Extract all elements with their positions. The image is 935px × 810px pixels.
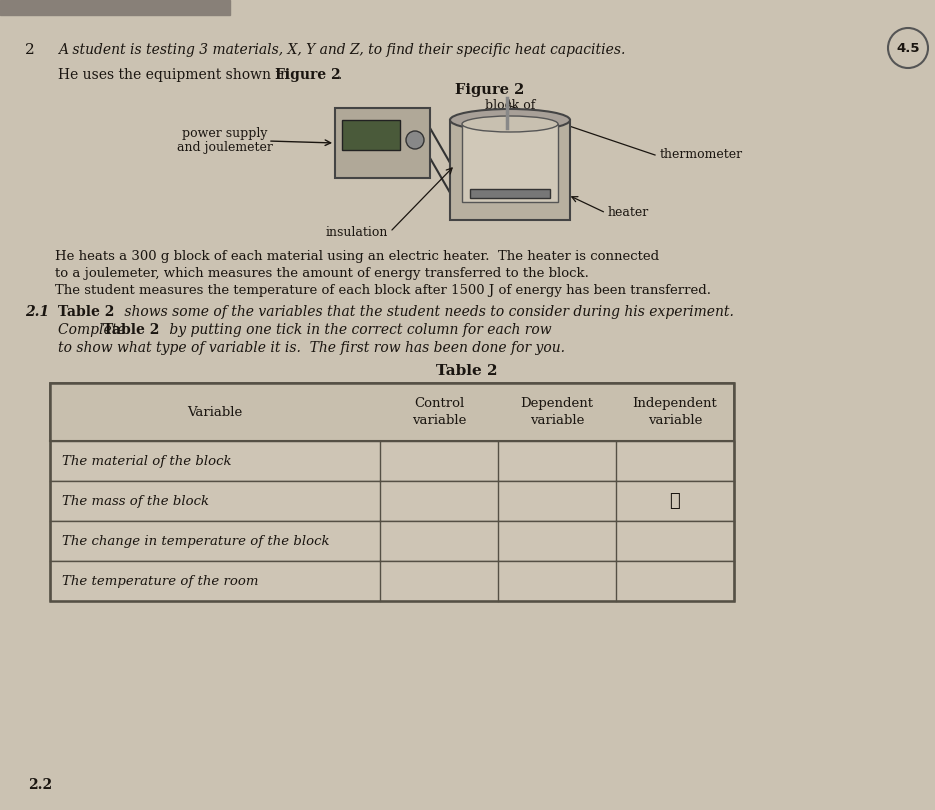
Text: .: . bbox=[338, 68, 342, 82]
Text: He uses the equipment shown in: He uses the equipment shown in bbox=[58, 68, 294, 82]
Bar bbox=[50, 521, 734, 561]
Text: shows some of the variables that the student needs to consider during his experi: shows some of the variables that the stu… bbox=[120, 305, 734, 319]
Text: block of: block of bbox=[485, 99, 535, 112]
Text: He heats a 300 g block of each material using an electric heater.  The heater is: He heats a 300 g block of each material … bbox=[55, 250, 659, 263]
Text: The material of the block: The material of the block bbox=[62, 454, 232, 467]
FancyBboxPatch shape bbox=[342, 120, 400, 150]
Ellipse shape bbox=[462, 116, 558, 132]
Text: 2.1: 2.1 bbox=[25, 305, 50, 319]
Text: Table 2: Table 2 bbox=[437, 364, 497, 378]
Circle shape bbox=[888, 28, 928, 68]
Text: power supply: power supply bbox=[182, 126, 267, 139]
Text: Figure 2: Figure 2 bbox=[455, 83, 525, 97]
Text: Variable: Variable bbox=[187, 406, 242, 419]
Text: ✓: ✓ bbox=[669, 492, 681, 510]
Text: heater: heater bbox=[608, 207, 649, 220]
Text: by putting one tick in the correct column for each row: by putting one tick in the correct colum… bbox=[165, 323, 552, 337]
Text: Table 2: Table 2 bbox=[103, 323, 159, 337]
Text: insulation: insulation bbox=[325, 225, 388, 238]
Text: The mass of the block: The mass of the block bbox=[62, 494, 209, 508]
Text: thermometer: thermometer bbox=[660, 148, 743, 161]
Bar bbox=[470, 189, 550, 198]
Text: 2: 2 bbox=[25, 43, 35, 57]
Bar bbox=[50, 441, 734, 481]
Text: to a joulemeter, which measures the amount of energy transferred to the block.: to a joulemeter, which measures the amou… bbox=[55, 267, 589, 280]
Bar bbox=[50, 383, 734, 601]
Bar bbox=[0, 0, 230, 15]
Text: and joulemeter: and joulemeter bbox=[177, 142, 273, 155]
Text: to show what type of variable it is.  The first row has been done for you.: to show what type of variable it is. The… bbox=[58, 341, 565, 355]
Text: Table 2: Table 2 bbox=[58, 305, 114, 319]
Text: Dependent
variable: Dependent variable bbox=[521, 397, 594, 427]
Text: Complete: Complete bbox=[58, 323, 130, 337]
Bar bbox=[50, 561, 734, 601]
Text: The student measures the temperature of each block after 1500 J of energy has be: The student measures the temperature of … bbox=[55, 284, 711, 297]
Text: A student is testing 3 materials, X, Y and Z, to find their specific heat capaci: A student is testing 3 materials, X, Y a… bbox=[58, 43, 626, 57]
Text: Independent
variable: Independent variable bbox=[633, 397, 717, 427]
Text: 2.2: 2.2 bbox=[28, 778, 52, 792]
Ellipse shape bbox=[450, 109, 570, 131]
Text: 4.5: 4.5 bbox=[897, 41, 920, 54]
Circle shape bbox=[406, 131, 424, 149]
FancyBboxPatch shape bbox=[335, 108, 430, 178]
Text: The temperature of the room: The temperature of the room bbox=[62, 574, 258, 587]
Bar bbox=[450, 120, 570, 220]
Bar bbox=[50, 383, 734, 441]
Text: Control
variable: Control variable bbox=[411, 397, 467, 427]
Text: The change in temperature of the block: The change in temperature of the block bbox=[62, 535, 329, 548]
Text: material: material bbox=[483, 113, 537, 126]
Bar bbox=[462, 124, 558, 202]
Bar bbox=[50, 481, 734, 521]
Text: Figure 2: Figure 2 bbox=[275, 68, 340, 82]
